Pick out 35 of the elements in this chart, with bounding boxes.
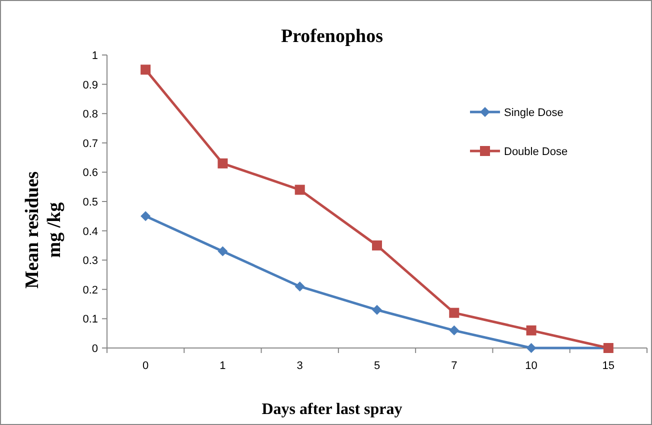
y-tick-label: 0.4	[82, 226, 98, 238]
y-tick-label: 0.7	[82, 138, 98, 150]
point	[449, 325, 460, 336]
point	[449, 308, 460, 318]
y-tick-label: 0.6	[82, 167, 98, 180]
point	[526, 343, 536, 353]
chart-title: Profenophos	[280, 26, 384, 47]
x-axis-title: Days after last spray	[262, 401, 402, 418]
y-tick-label: 1	[92, 50, 98, 62]
x-tick-label: 5	[374, 360, 380, 372]
point	[140, 64, 151, 75]
legend-label: Double Dose	[504, 146, 568, 158]
y-tick-label: 0.3	[82, 255, 98, 268]
x-tick-label: 7	[451, 360, 458, 372]
point	[218, 158, 228, 168]
x-tick-label: 10	[525, 360, 538, 372]
point	[140, 211, 151, 222]
y-axis-title: Mean residues mg /kg	[22, 171, 65, 289]
point	[526, 325, 536, 336]
point	[294, 281, 305, 292]
legend-label: Single Dose	[504, 107, 564, 119]
y-tick-label: 0	[92, 343, 98, 355]
point	[294, 184, 305, 195]
x-tick-label: 1	[220, 360, 226, 372]
point	[218, 246, 228, 256]
y-tick-label: 0.8	[82, 108, 98, 121]
x-tick-label: 0	[142, 360, 149, 372]
y-tick-label: 0.2	[82, 284, 98, 296]
x-tick-label: 3	[296, 360, 303, 372]
y-tick-label: 0.5	[82, 196, 98, 208]
point	[372, 240, 382, 250]
y-tick-label: 0.1	[82, 314, 98, 326]
x-tick-label: 15	[602, 360, 615, 372]
y-tick-label: 0.9	[82, 79, 98, 92]
point	[372, 304, 382, 315]
